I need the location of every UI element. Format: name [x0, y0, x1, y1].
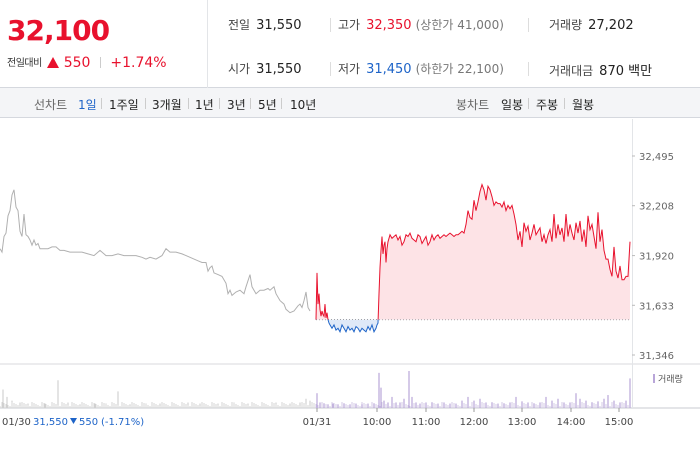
prev-day-change-label: 550	[79, 417, 98, 428]
x-tick-label: 14:00	[557, 417, 586, 428]
stat-label: 거래량	[549, 18, 583, 32]
chart-period-nav: 선차트 1일 1주일 3개월 1년 3년 5년 10년 봉차트 일봉 주봉 월봉	[0, 88, 700, 118]
period-divider	[145, 98, 146, 109]
stat-open: 시가 31,550	[228, 60, 302, 77]
line-chart-title: 선차트	[34, 98, 68, 112]
period-5y-tab[interactable]: 5년	[258, 98, 277, 112]
today-down-area	[316, 319, 630, 332]
volume-legend-label: 거래량	[658, 373, 683, 385]
stat-high: 고가 32,350 (상한가 41,000)	[338, 16, 504, 33]
x-tick-label: 01/31	[303, 417, 332, 428]
stat-divider	[330, 62, 331, 76]
stat-label: 전일	[228, 18, 251, 32]
stat-amount: 거래대금 870 백만	[549, 60, 652, 79]
lower-limit: (하한가 22,100)	[415, 62, 504, 76]
stat-value: 27,202	[588, 18, 634, 33]
today-up-area	[316, 184, 630, 320]
prev-day-date-label: 01/30	[2, 417, 31, 428]
candle-daily-tab[interactable]: 일봉	[501, 98, 524, 112]
x-tick-label: 10:00	[363, 417, 392, 428]
change-label: 전일대비	[7, 58, 42, 69]
prev-day-pct-label: (-1.71%)	[101, 417, 144, 428]
stat-divider	[528, 62, 529, 76]
period-divider	[101, 98, 102, 109]
stat-value: 32,350	[366, 18, 412, 33]
period-1y-tab[interactable]: 1년	[195, 98, 214, 112]
x-tick-label: 11:00	[412, 417, 441, 428]
today-down-series-line	[315, 319, 379, 334]
stat-value: 31,550	[256, 62, 302, 77]
price-chart[interactable]: 32,495 32,208 31,920 31,633 31,346 거래량 01/31 10…	[0, 119, 700, 450]
x-tick-label: 13:00	[508, 417, 537, 428]
stat-volume: 거래량 27,202	[549, 16, 634, 33]
y-tick-label: 31,633	[639, 301, 674, 312]
stat-label: 거래대금	[549, 64, 594, 78]
quote-panel: 32,100 전일대비 550 +1.74% 전일 31,550 시가 31,550…	[0, 0, 700, 88]
volume-legend-swatch	[653, 374, 655, 383]
today-up-series-line	[315, 183, 631, 320]
candle-monthly-tab[interactable]: 월봉	[572, 98, 595, 112]
stat-divider	[528, 18, 529, 32]
change-percent: +1.74%	[110, 55, 167, 71]
prev-day-price-label: 31,550	[33, 417, 68, 428]
price-box: 32,100 전일대비 550 +1.74%	[0, 0, 208, 88]
period-divider	[250, 98, 251, 109]
stat-low: 저가 31,450 (하한가 22,100)	[338, 60, 504, 77]
up-triangle-icon	[47, 57, 60, 68]
period-divider	[564, 98, 565, 109]
stat-prev-close: 전일 31,550	[228, 16, 302, 33]
period-10y-tab[interactable]: 10년	[290, 98, 317, 112]
y-tick-label: 32,495	[639, 152, 674, 163]
change-value: 550	[63, 55, 91, 71]
period-divider	[219, 98, 220, 109]
x-tick-label: 15:00	[605, 417, 634, 428]
period-1w-tab[interactable]: 1주일	[109, 98, 139, 112]
y-tick-label: 31,346	[639, 351, 674, 362]
y-tick-label: 31,920	[639, 252, 674, 263]
period-1d-tab[interactable]: 1일	[78, 98, 97, 112]
period-divider	[528, 98, 529, 109]
stat-value: 870 백만	[599, 64, 653, 79]
upper-limit: (상한가 41,000)	[415, 18, 504, 32]
down-triangle-icon	[70, 418, 77, 424]
period-3m-tab[interactable]: 3개월	[152, 98, 182, 112]
stat-value: 31,450	[366, 62, 412, 77]
period-divider	[188, 98, 189, 109]
current-price: 32,100	[7, 14, 110, 47]
change-divider	[99, 57, 101, 68]
period-3y-tab[interactable]: 3년	[227, 98, 246, 112]
stat-value: 31,550	[256, 18, 302, 33]
stat-label: 저가	[338, 62, 361, 76]
y-tick-label: 32,208	[639, 202, 674, 213]
candle-weekly-tab[interactable]: 주봉	[536, 98, 559, 112]
stat-label: 고가	[338, 18, 361, 32]
stat-label: 시가	[228, 62, 251, 76]
change-row: 전일대비 550 +1.74%	[7, 54, 167, 71]
prev-day-series-line	[0, 189, 311, 314]
x-tick-label: 12:00	[460, 417, 489, 428]
period-divider	[281, 98, 282, 109]
candle-chart-title: 봉차트	[456, 98, 490, 112]
stat-divider	[330, 18, 331, 32]
